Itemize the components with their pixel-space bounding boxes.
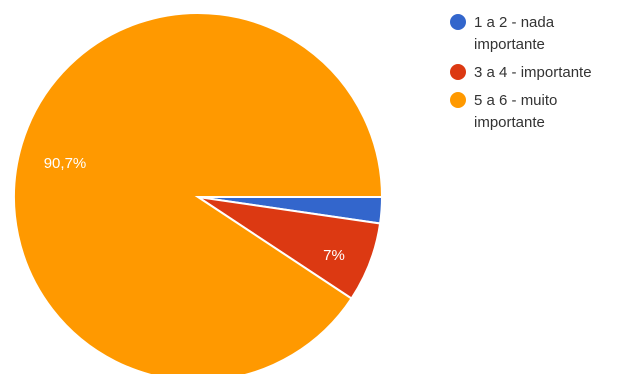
- legend: 1 a 2 - nada importante 3 a 4 - importante…: [450, 14, 592, 131]
- legend-swatch-1: [450, 14, 466, 30]
- pie-data-label-2: 7%: [323, 247, 345, 264]
- legend-item-2: 3 a 4 - importante: [450, 64, 592, 81]
- legend-label-1-line-2: importante: [474, 36, 545, 53]
- legend-swatch-2: [450, 64, 466, 80]
- pie-slice-3: [13, 12, 384, 374]
- pie-data-labels: 7% 90,7%: [44, 155, 345, 264]
- legend-item-3: 5 a 6 - muito importante: [450, 92, 557, 131]
- pie-slices: [13, 12, 384, 374]
- pie-data-label-3: 90,7%: [44, 155, 87, 172]
- legend-label-2-line-1: 3 a 4 - importante: [474, 64, 592, 81]
- legend-swatch-3: [450, 92, 466, 108]
- legend-label-1-line-1: 1 a 2 - nada: [474, 14, 555, 31]
- legend-label-3-line-1: 5 a 6 - muito: [474, 92, 557, 109]
- legend-item-1: 1 a 2 - nada importante: [450, 14, 555, 53]
- legend-label-3-line-2: importante: [474, 114, 545, 131]
